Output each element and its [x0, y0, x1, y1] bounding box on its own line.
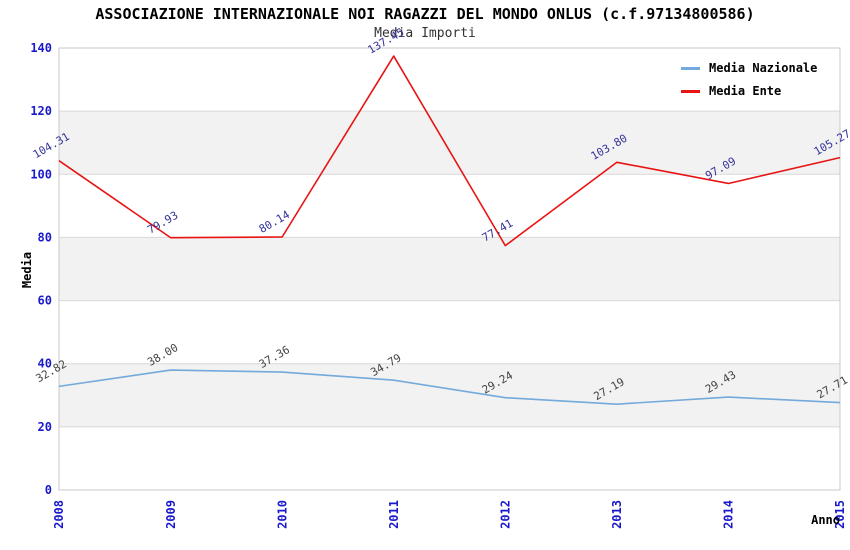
y-axis-title: Media: [20, 251, 34, 289]
x-axis-title: Anno: [811, 513, 840, 527]
series-line-media-ente: [58, 55, 841, 247]
x-tick-label: 2014: [722, 500, 736, 529]
plot-band: [59, 363, 840, 427]
y-tick-label: 100: [30, 167, 52, 181]
y-tick-label: 120: [30, 104, 52, 118]
legend: Media Nazionale Media Ente: [681, 61, 817, 107]
plot-band: [59, 237, 840, 301]
x-tick-label: 2008: [52, 500, 66, 529]
legend-label-ente: Media Ente: [709, 84, 782, 98]
x-tick-label: 2015: [833, 500, 847, 529]
legend-label-nazionale: Media Nazionale: [709, 61, 818, 75]
plot-frame: [58, 47, 841, 491]
chart-subtitle: Media Importi: [374, 26, 476, 41]
y-tick-label: 80: [38, 230, 52, 244]
legend-item-media-ente: Media Ente: [681, 84, 817, 98]
y-tick-label: 140: [30, 41, 52, 55]
plot-band: [59, 174, 840, 238]
x-tick-label: 2012: [498, 500, 512, 529]
legend-item-media-nazionale: Media Nazionale: [681, 61, 817, 75]
x-tick-label: 2013: [610, 500, 624, 529]
x-tick-label: 2010: [275, 500, 289, 529]
legend-swatch-nazionale-icon: [681, 66, 700, 70]
legend-swatch-ente-icon: [681, 89, 700, 93]
y-tick-label: 20: [38, 420, 52, 434]
x-tick-label: 2011: [387, 500, 401, 529]
plot-band: [59, 300, 840, 364]
x-tick-label: 2009: [164, 500, 178, 529]
y-tick-label: 0: [45, 483, 52, 497]
plot-band: [59, 111, 840, 175]
plot-band: [59, 48, 840, 112]
y-tick-label: 40: [38, 357, 52, 371]
y-tick-label: 60: [38, 294, 52, 308]
plot-band: [59, 426, 840, 490]
chart-title: ASSOCIAZIONE INTERNAZIONALE NOI RAGAZZI …: [95, 5, 755, 23]
series-line-media-nazionale: [58, 369, 841, 405]
